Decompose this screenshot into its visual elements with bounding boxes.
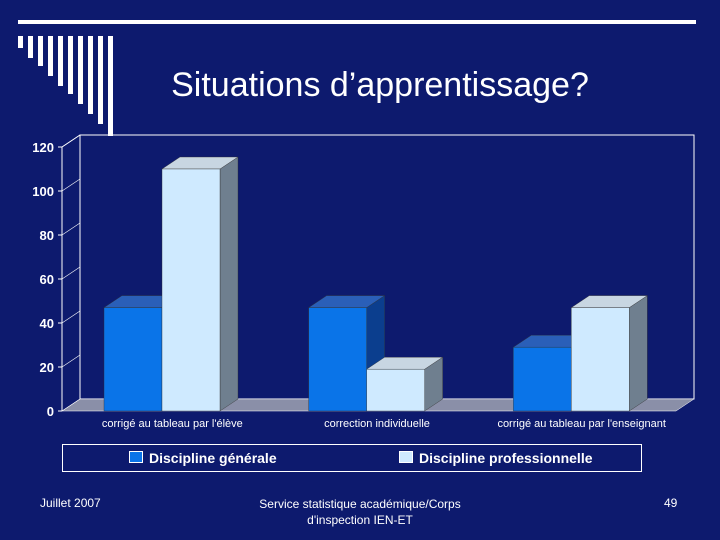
y-tick-label: 40 <box>40 316 54 331</box>
footer-date: Juillet 2007 <box>40 496 101 510</box>
y-gridline-edge <box>61 178 81 192</box>
legend-swatch-professionnelle <box>399 451 413 463</box>
y-gridline-edge <box>61 134 81 148</box>
x-tick-label: corrigé au tableau par l'élève <box>102 418 243 430</box>
footer-source-line2: d'inspection IEN-ET <box>307 513 413 527</box>
y-tick-label: 0 <box>47 404 54 419</box>
y-tick-label: 100 <box>32 184 54 199</box>
slide-title: Situations d’apprentissage? <box>171 66 589 104</box>
bar <box>571 307 630 412</box>
y-gridline-edge <box>61 398 81 412</box>
y-gridline-edge <box>61 222 81 236</box>
bar-side-face <box>219 156 239 412</box>
legend-swatch-general <box>129 451 143 463</box>
legend-label-professionnelle: Discipline professionnelle <box>419 450 593 466</box>
top-rule <box>18 20 696 24</box>
footer-source: Service statistique académique/Corps d'i… <box>240 496 480 528</box>
bar <box>513 347 572 412</box>
legend-label-general: Discipline générale <box>149 450 277 466</box>
bar <box>161 168 221 412</box>
y-tick-label: 120 <box>32 140 54 155</box>
legend-item-professionnelle: Discipline professionnelle <box>399 450 593 466</box>
bar-side-face <box>629 295 648 412</box>
x-tick-label: corrigé au tableau par l'enseignant <box>497 418 665 430</box>
y-tick-label: 80 <box>40 228 54 243</box>
y-gridline-edge <box>61 266 81 280</box>
bar-chart: 0 20 40 60 80 100 120 corrigé au tableau par l'… <box>32 134 695 430</box>
y-gridline-edge <box>61 354 81 368</box>
footer-page-number: 49 <box>664 496 678 510</box>
bar <box>308 307 367 412</box>
y-gridline-edge <box>61 310 81 324</box>
x-tick-label: correction individuelle <box>324 418 430 430</box>
legend-item-general: Discipline générale <box>129 450 277 466</box>
bar <box>366 369 425 412</box>
bar <box>103 307 163 412</box>
y-tick-label: 60 <box>40 272 54 287</box>
footer-source-line1: Service statistique académique/Corps <box>259 497 461 511</box>
chart-legend: Discipline générale Discipline professio… <box>62 444 642 472</box>
y-tick-label: 20 <box>40 360 54 375</box>
